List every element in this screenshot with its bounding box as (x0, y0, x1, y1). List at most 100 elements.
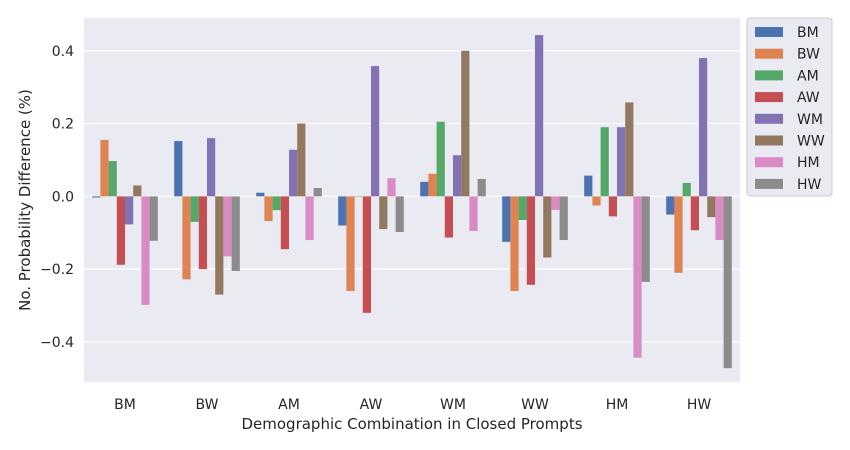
y-tick-label: 0.2 (52, 117, 74, 133)
bar-bw-wm (428, 173, 437, 197)
bar-wm-ww (535, 35, 544, 197)
bar-am-hw (682, 182, 691, 197)
bars (92, 35, 732, 369)
bar-aw-am (280, 196, 289, 250)
bar-hw-hm (641, 196, 650, 282)
bar-aw-wm (444, 196, 453, 238)
bar-am-am (272, 196, 281, 211)
bar-bw-aw (346, 196, 355, 291)
bar-wm-aw (371, 66, 380, 197)
legend-swatch-am (755, 70, 783, 81)
bar-wm-am (289, 149, 298, 197)
bar-ww-bw (215, 196, 224, 295)
bar-hw-aw (395, 196, 404, 233)
bar-aw-hm (608, 196, 617, 217)
legend-swatch-wm (755, 113, 783, 124)
bar-hw-hw (723, 196, 732, 369)
bar-aw-hw (690, 196, 699, 231)
bar-hm-bw (223, 196, 232, 257)
y-tick-label: 0.4 (52, 44, 74, 60)
bar-am-bm (108, 161, 117, 197)
legend-swatch-hm (755, 157, 783, 168)
x-tick-label: HW (687, 397, 712, 413)
x-tick-label: AM (278, 397, 300, 413)
bar-hm-wm (469, 196, 478, 231)
y-axis-label: No. Probability Difference (%) (16, 89, 34, 311)
bar-am-wm (436, 121, 445, 197)
legend-label: BW (797, 47, 820, 63)
bar-bm-bm (92, 196, 101, 198)
bar-hw-wm (477, 178, 486, 197)
bar-bm-hw (666, 196, 675, 215)
bar-bw-hw (674, 196, 683, 273)
legend-swatch-ww (755, 135, 783, 146)
bar-hm-aw (387, 178, 396, 197)
bar-aw-ww (526, 196, 535, 285)
bar-bm-am (256, 192, 265, 197)
bar-ww-ww (543, 196, 552, 258)
legend-swatch-bw (755, 48, 783, 59)
x-tick-label: AW (360, 397, 383, 413)
legend-label: AW (797, 90, 820, 106)
bar-bm-ww (502, 196, 511, 242)
bar-hw-ww (559, 196, 568, 241)
bar-aw-bw (198, 196, 207, 270)
bar-wm-hw (699, 58, 708, 197)
bar-hm-ww (551, 196, 560, 210)
y-tick-label: −0.4 (40, 335, 74, 351)
bar-hm-hm (633, 196, 642, 358)
x-tick-label: HM (606, 397, 629, 413)
bar-bw-am (264, 196, 273, 222)
bar-bm-aw (338, 196, 347, 226)
bar-bw-bm (100, 139, 109, 197)
bar-am-ww (518, 196, 527, 221)
bar-bm-hm (584, 175, 593, 197)
bar-bm-bw (174, 141, 183, 197)
legend-swatch-bm (755, 27, 783, 37)
bar-ww-am (297, 123, 306, 197)
bar-am-bw (190, 196, 199, 222)
legend-label: WM (797, 112, 823, 128)
bar-am-hm (600, 127, 609, 197)
bar-bm-wm (420, 181, 429, 197)
legend-swatch-aw (755, 92, 783, 103)
bar-wm-bm (125, 196, 134, 225)
bar-wm-wm (453, 155, 462, 197)
legend-label: WW (797, 134, 825, 150)
bar-am-aw (354, 196, 363, 197)
x-tick-label: BM (114, 397, 136, 413)
bar-aw-aw (362, 196, 371, 313)
bar-hw-am (313, 187, 322, 197)
legend-swatch-hw (755, 178, 783, 189)
bar-ww-wm (461, 50, 470, 197)
bar-aw-bm (116, 196, 125, 265)
bar-hm-am (305, 196, 314, 241)
legend-label: HM (797, 155, 820, 171)
bar-ww-bm (133, 185, 142, 197)
bar-ww-aw (379, 196, 388, 230)
x-tick-label: BW (196, 397, 219, 413)
x-tick-label: WM (440, 397, 466, 413)
legend-label: BM (797, 25, 819, 41)
bar-hm-bm (141, 196, 150, 305)
legend-frame (746, 17, 833, 197)
bar-bw-ww (510, 196, 519, 291)
x-tick-label: WW (521, 397, 549, 413)
bar-hm-hw (715, 196, 724, 241)
x-axis-label: Demographic Combination in Closed Prompt… (241, 415, 582, 433)
bar-ww-hw (707, 196, 716, 218)
y-tick-label: 0.0 (52, 189, 74, 205)
bar-wm-hm (617, 127, 626, 197)
bar-bw-hm (592, 196, 601, 206)
legend-label: AM (797, 68, 819, 84)
x-tick-labels: BM BW AM AW WM WW HM HW (114, 397, 711, 413)
bar-hw-bw (231, 196, 240, 271)
bar-wm-bw (207, 138, 216, 197)
bar-ww-hm (625, 102, 634, 197)
legend: BM BW AM AW WM WW HM HW (746, 17, 833, 197)
bar-hw-bm (149, 196, 158, 241)
y-tick-label: −0.2 (40, 262, 74, 278)
legend-label: HW (797, 177, 822, 193)
bar-bw-bw (182, 196, 191, 280)
